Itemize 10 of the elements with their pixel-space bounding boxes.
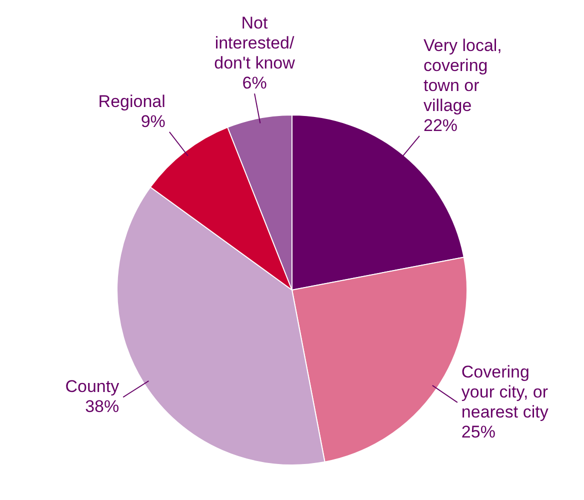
data-label: 38% [85, 397, 120, 416]
slice-label: Not interested/ don't know [214, 14, 296, 73]
data-label: 25% [461, 422, 496, 442]
data-label: 9% [140, 112, 166, 131]
data-label: 22% [423, 116, 458, 135]
slice-label: Very local, covering town or village [423, 36, 502, 115]
slice-label: County [65, 377, 120, 396]
slice-label: Covering your city, or nearest city [461, 362, 549, 422]
slice-label: Regional [98, 92, 166, 111]
data-label: 6% [242, 74, 267, 93]
